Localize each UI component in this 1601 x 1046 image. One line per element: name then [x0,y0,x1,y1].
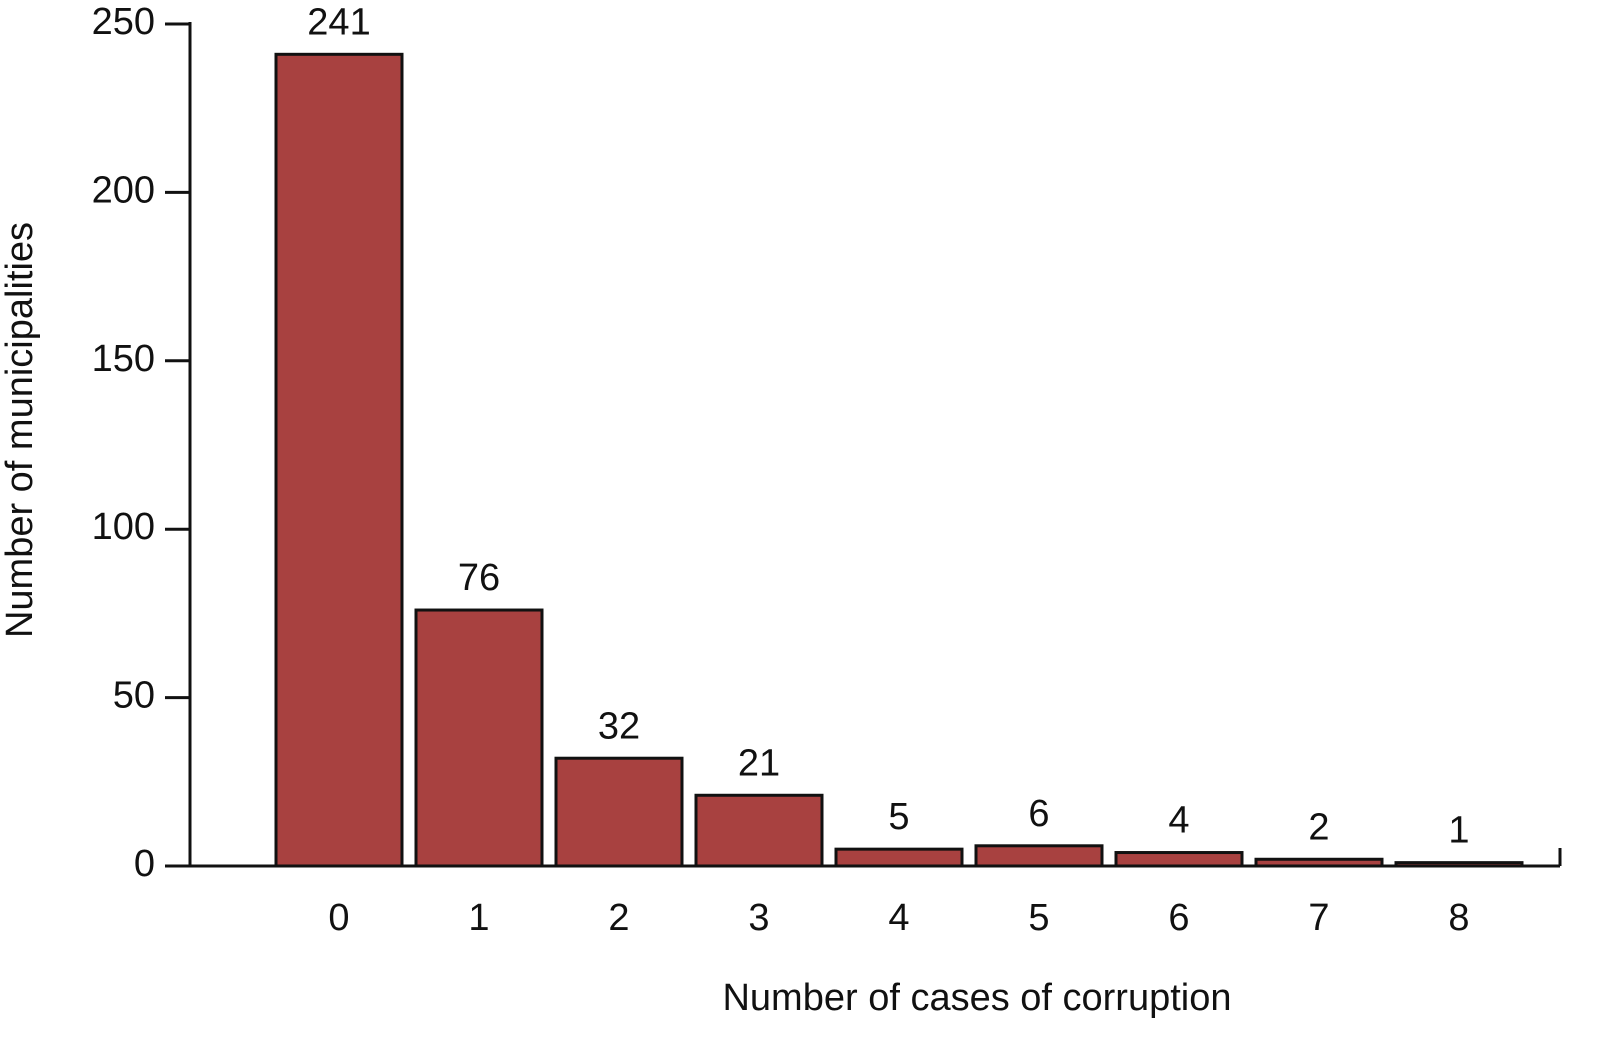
value-label: 2 [1308,806,1329,848]
y-tick-label: 50 [113,675,155,717]
bar [1114,851,1244,868]
value-label: 1 [1448,810,1469,852]
y-tick-label: 100 [92,506,155,548]
x-tick-label: 5 [1028,897,1049,939]
value-label: 32 [598,705,640,747]
y-tick-label: 250 [92,1,155,43]
bar [274,52,404,868]
bar [694,793,824,868]
y-tick-label: 0 [134,843,155,885]
x-tick-label: 1 [468,897,489,939]
value-label: 5 [888,796,909,838]
bar [1394,861,1524,868]
x-tick-label: 6 [1168,897,1189,939]
bar [834,847,964,868]
bar [414,608,544,868]
x-tick-label: 4 [888,897,909,939]
x-tick-label: 3 [748,897,769,939]
value-label: 6 [1028,793,1049,835]
bar [1254,857,1384,868]
x-tick-label: 8 [1448,897,1469,939]
y-tick-label: 150 [92,338,155,380]
bar [554,756,684,868]
value-label: 241 [307,1,370,43]
value-label: 76 [458,557,500,599]
x-tick-label: 0 [328,897,349,939]
x-tick-label: 7 [1308,897,1329,939]
value-label: 21 [738,742,780,784]
value-label: 4 [1168,800,1189,842]
y-axis-label: Number of municipalities [0,222,41,638]
bar [974,844,1104,868]
x-tick-label: 2 [608,897,629,939]
x-axis-label: Number of cases of corruption [722,977,1231,1019]
y-tick-label: 200 [92,169,155,211]
